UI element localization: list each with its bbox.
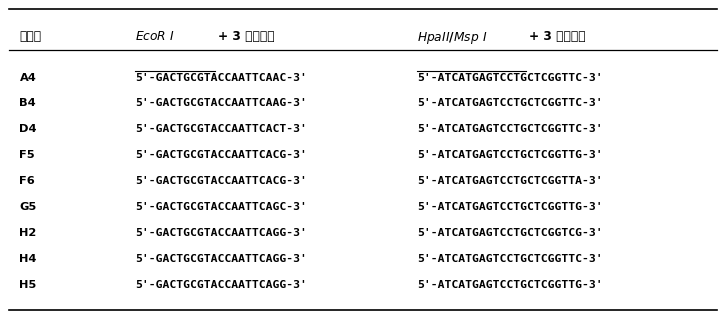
Text: 5'-GACTGCGTACCAATTCACT-3': 5'-GACTGCGTACCAATTCACT-3' <box>135 124 307 134</box>
Text: 5'-GACTGCGTACCAATTCACG-3': 5'-GACTGCGTACCAATTCACG-3' <box>135 150 307 160</box>
Text: 5'-ATCATGAGTCCTGCTCGGTTG-3': 5'-ATCATGAGTCCTGCTCGGTTG-3' <box>417 150 603 160</box>
Text: 5'-ATCATGAGTCCTGCTCGGTTC-3': 5'-ATCATGAGTCCTGCTCGGTTC-3' <box>417 124 603 134</box>
Text: 5'-ATCATGAGTCCTGCTCGGTTG-3': 5'-ATCATGAGTCCTGCTCGGTTG-3' <box>417 280 603 290</box>
Text: F5: F5 <box>20 150 35 160</box>
Text: 5'-GACTGCGTACCAATTCACG-3': 5'-GACTGCGTACCAATTCACG-3' <box>135 176 307 186</box>
Text: 5'-GACTGCGTACCAATTCAAC-3': 5'-GACTGCGTACCAATTCAAC-3' <box>135 72 307 83</box>
Text: 5'-GACTGCGTACCAATTCAGG-3': 5'-GACTGCGTACCAATTCAGG-3' <box>135 254 307 264</box>
Text: H5: H5 <box>20 280 37 290</box>
Text: $\it{Hpa}$$\it{II}$/$\it{Msp}$ $\it{I}$: $\it{Hpa}$$\it{II}$/$\it{Msp}$ $\it{I}$ <box>417 30 488 46</box>
Text: 5'-GACTGCGTACCAATTCAGG-3': 5'-GACTGCGTACCAATTCAGG-3' <box>135 280 307 290</box>
Text: 5'-GACTGCGTACCAATTCAGC-3': 5'-GACTGCGTACCAATTCAGC-3' <box>135 202 307 212</box>
Text: 5'-ATCATGAGTCCTGCTCGGTTC-3': 5'-ATCATGAGTCCTGCTCGGTTC-3' <box>417 72 603 83</box>
Text: 引物对: 引物对 <box>20 30 41 43</box>
Text: F6: F6 <box>20 176 36 186</box>
Text: 5'-ATCATGAGTCCTGCTCGGTCG-3': 5'-ATCATGAGTCCTGCTCGGTCG-3' <box>417 228 603 238</box>
Text: 5'-GACTGCGTACCAATTCAAG-3': 5'-GACTGCGTACCAATTCAAG-3' <box>135 99 307 108</box>
Text: + 3 碱基引物: + 3 碱基引物 <box>529 30 586 43</box>
Text: 5'-ATCATGAGTCCTGCTCGGTTA-3': 5'-ATCATGAGTCCTGCTCGGTTA-3' <box>417 176 603 186</box>
Text: 5'-ATCATGAGTCCTGCTCGGTTC-3': 5'-ATCATGAGTCCTGCTCGGTTC-3' <box>417 254 603 264</box>
Text: + 3 碱基引物: + 3 碱基引物 <box>219 30 275 43</box>
Text: B4: B4 <box>20 99 36 108</box>
Text: 5'-GACTGCGTACCAATTCAGG-3': 5'-GACTGCGTACCAATTCAGG-3' <box>135 228 307 238</box>
Text: H4: H4 <box>20 254 37 264</box>
Text: D4: D4 <box>20 124 37 134</box>
Text: 5'-ATCATGAGTCCTGCTCGGTTG-3': 5'-ATCATGAGTCCTGCTCGGTTG-3' <box>417 202 603 212</box>
Text: 5'-ATCATGAGTCCTGCTCGGTTC-3': 5'-ATCATGAGTCCTGCTCGGTTC-3' <box>417 99 603 108</box>
Text: G5: G5 <box>20 202 37 212</box>
Text: H2: H2 <box>20 228 37 238</box>
Text: A4: A4 <box>20 72 36 83</box>
Text: $\it{EcoR}$ $\it{I}$: $\it{EcoR}$ $\it{I}$ <box>135 30 175 43</box>
